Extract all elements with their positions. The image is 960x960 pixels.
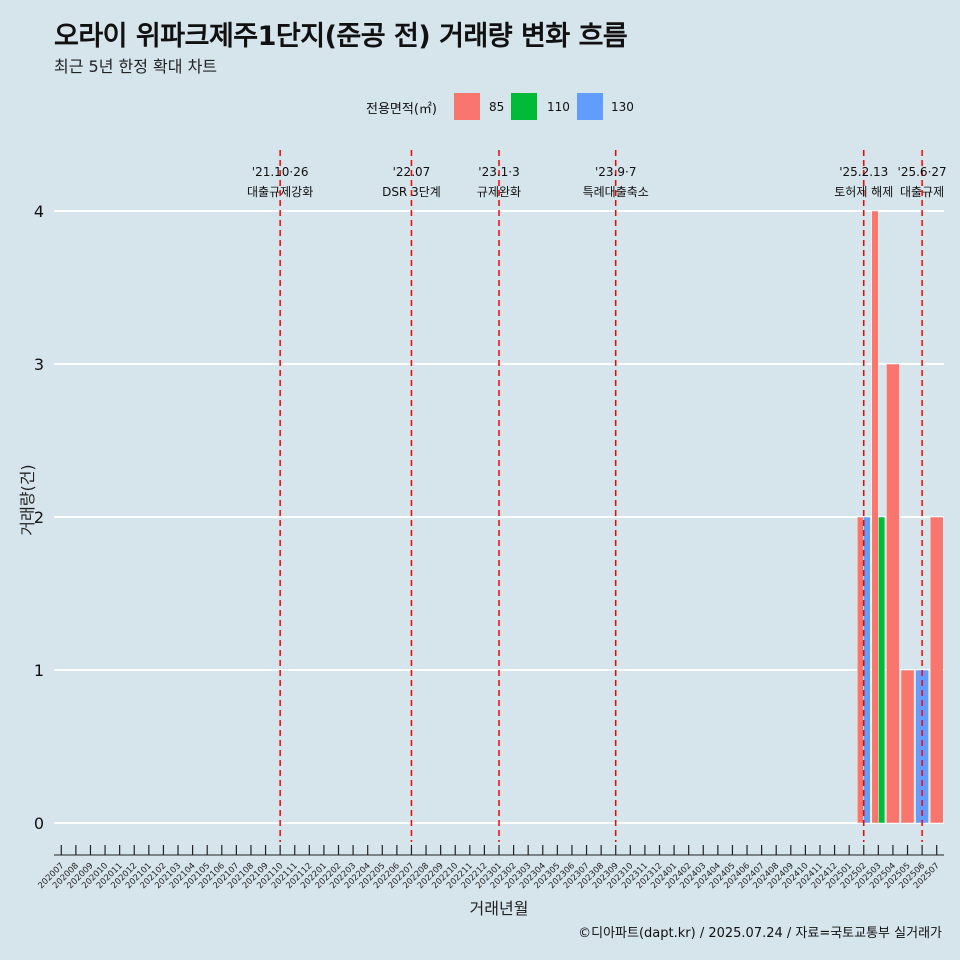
bar-85-202505: [900, 669, 915, 824]
legend-title: 전용면적(㎡): [366, 102, 437, 117]
legend-key-110: [511, 93, 537, 120]
caption: ©디아파트(dapt.kr) / 2025.07.24 / 자료=국토교통부 실…: [578, 926, 942, 941]
bar-85-202507: [929, 516, 944, 824]
legend: 전용면적(㎡) 85 110 130: [0, 93, 960, 121]
bar-110-202503: [878, 516, 886, 824]
legend-label-130: 130: [611, 100, 634, 114]
event-label: DSR 3단계: [382, 185, 441, 199]
event-date-label: '23.1·3: [478, 165, 519, 179]
legend-label-85: 85: [489, 100, 505, 114]
y-tick-label: 2: [34, 508, 44, 527]
event-date-label: '22.07: [393, 165, 431, 179]
event-label: 규제완화: [477, 185, 521, 199]
chart-subtitle: 최근 5년 한정 확대 차트: [54, 57, 218, 76]
event-label: 대출규제강화: [247, 185, 313, 199]
event-date-label: '21.10·26: [252, 165, 309, 179]
event-label: 대출규제: [900, 185, 944, 199]
bar-85-202504: [886, 363, 900, 824]
event-label: 특례대출축소: [583, 185, 649, 199]
legend-key-85: [454, 93, 480, 120]
y-tick-label: 4: [34, 202, 44, 221]
event-date-label: '25.2.13: [839, 165, 888, 179]
y-tick-label: 3: [34, 355, 44, 374]
x-axis-title: 거래년월: [470, 899, 529, 918]
bar-85-202502: [856, 516, 865, 824]
event-date-label: '23.9·7: [595, 165, 636, 179]
legend-label-110: 110: [547, 100, 570, 114]
y-tick-label: 0: [34, 814, 44, 833]
chart-title: 오라이 위파크제주1단지(준공 전) 거래량 변화 흐름: [54, 21, 628, 52]
bar-130-202502: [863, 516, 871, 824]
event-date-label: '25.6·27: [898, 165, 947, 179]
legend-key-130: [577, 93, 603, 120]
bar-85-202503: [871, 210, 879, 824]
y-tick-label: 1: [34, 661, 44, 680]
y-axis-title: 거래량(건): [18, 464, 37, 535]
event-label: 토허제 해제: [834, 185, 893, 199]
